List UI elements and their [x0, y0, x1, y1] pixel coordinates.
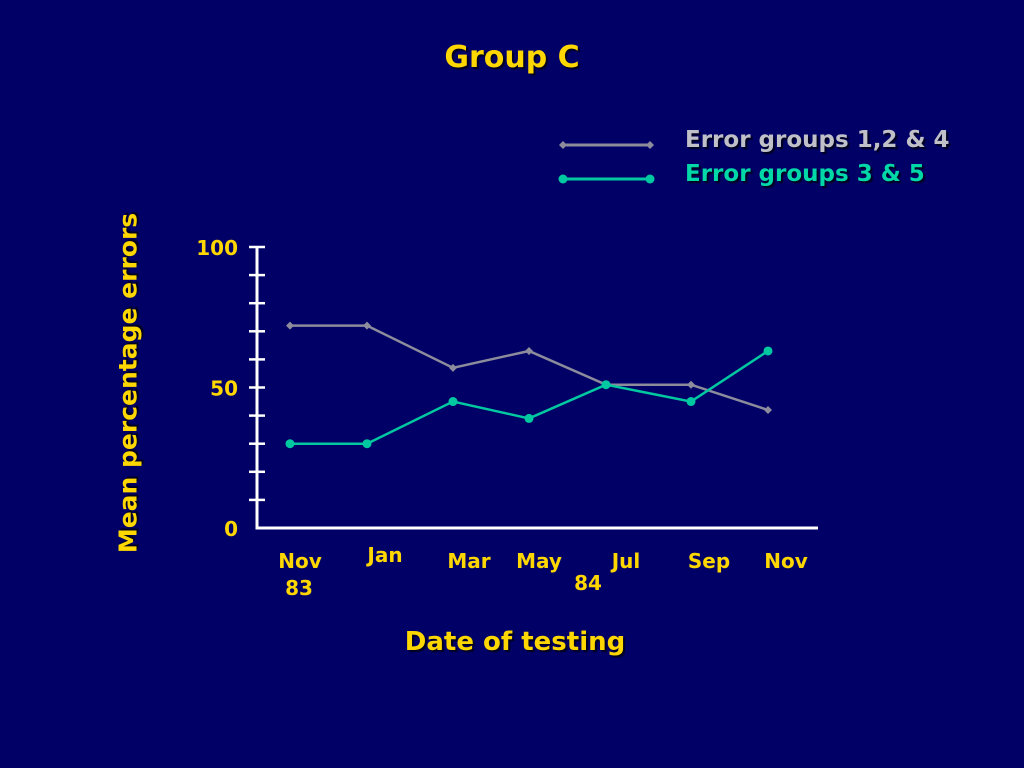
tick-labels: 0 50 100 Nov Jan Mar May Jul Sep Nov 83 84: [196, 236, 808, 600]
x-tick-label: Nov: [764, 549, 808, 573]
legend: [558, 141, 655, 184]
data-point: [286, 321, 294, 330]
x-tick-label: Nov: [278, 549, 322, 573]
data-point: [363, 321, 371, 330]
legend-marker: [559, 141, 567, 149]
y-tick-label: 50: [210, 377, 238, 401]
legend-marker: [646, 141, 654, 149]
x-year-label: 84: [574, 571, 602, 595]
x-axis-label: Date of testing: [404, 627, 626, 657]
x-tick-label: Jul: [610, 549, 641, 573]
x-tick-label: May: [516, 549, 562, 573]
y-tick-label: 100: [196, 236, 238, 260]
legend-marker: [558, 174, 568, 184]
data-point: [687, 380, 695, 389]
data-point: [763, 346, 773, 356]
series-line: [290, 349, 769, 445]
data-point: [449, 363, 457, 372]
legend-label-error-groups-1-2-4: Error groups 1,2 & 4: [685, 127, 950, 153]
chart-title: Group C: [444, 40, 580, 75]
legend-label-error-groups-3-5: Error groups 3 & 5: [685, 161, 925, 187]
data-point: [764, 405, 772, 414]
y-tick-label: 0: [224, 517, 238, 541]
axes: [249, 245, 818, 530]
data-point: [525, 346, 533, 355]
series-layer: [285, 321, 773, 449]
x-tick-label: Sep: [688, 549, 730, 573]
data-point: [601, 380, 611, 390]
legend-marker: [645, 174, 655, 184]
x-year-label: 83: [285, 576, 313, 600]
data-point: [362, 439, 372, 449]
data-point: [524, 413, 534, 423]
data-point: [686, 397, 696, 407]
data-point: [285, 439, 295, 449]
data-point: [448, 397, 458, 407]
x-tick-label: Mar: [447, 549, 490, 573]
x-tick-label: Jan: [365, 543, 402, 567]
